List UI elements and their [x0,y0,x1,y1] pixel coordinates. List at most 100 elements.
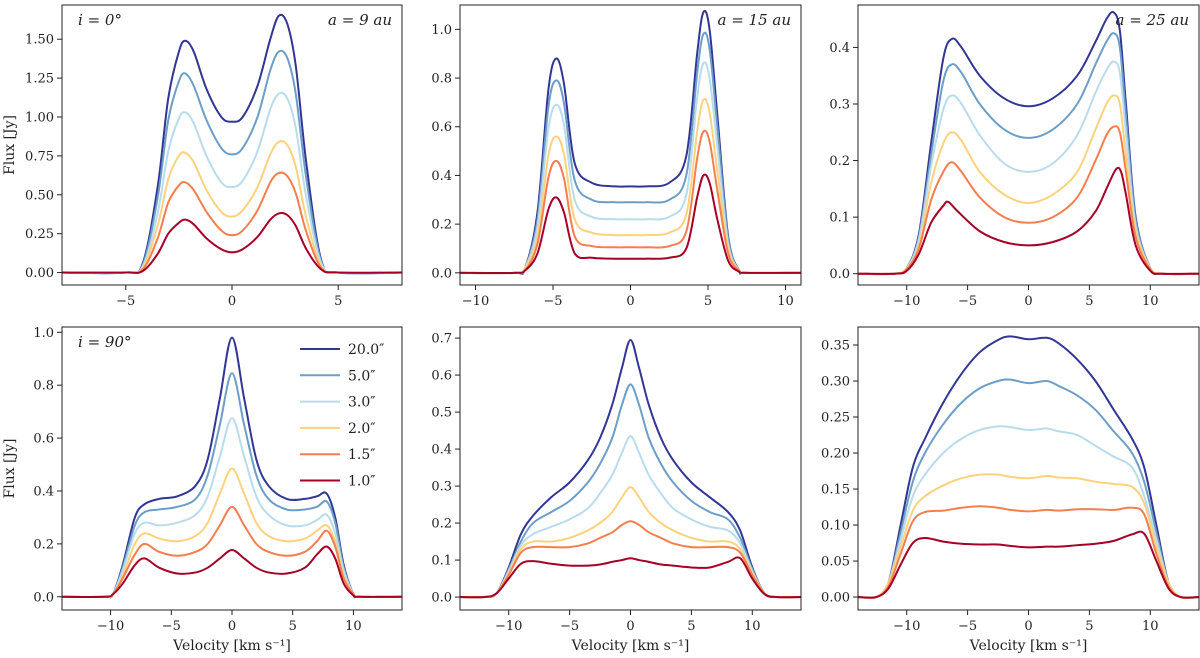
y-tick-label: 1.25 [25,72,54,87]
series-line-1.5 [62,505,402,598]
y-tick-label: 0.8 [33,379,54,394]
y-tick-label: 0.4 [829,41,850,56]
series-line-20.0 [62,13,402,275]
y-tick-label: 0.6 [431,120,452,135]
x-tick-label: 10 [744,619,761,634]
x-tick-label: −5 [543,294,562,309]
series-line-1.5 [460,129,801,275]
axes-frame [61,4,403,286]
y-tick-label: 1.0 [33,326,54,341]
series-line-3.0 [62,417,402,598]
series-line-5.0 [460,31,801,275]
legend-label: 5.0″ [348,368,376,384]
series-line-1.5 [62,171,402,274]
y-tick-label: 0.7 [431,332,452,347]
series-line-2.0 [62,140,402,275]
series-line-1.0 [62,545,402,598]
legend-label: 3.0″ [348,395,376,411]
series-line-2.0 [460,97,801,275]
x-tick-label: −5 [116,294,135,309]
y-tick-label: 0.75 [25,149,54,164]
panel-bottom-middle: −10 −5 0 5 10 0.0 0.1 0.2 0.3 0.4 0.5 0.6 0.7 Velocit… [431,326,802,654]
x-tick-label: −5 [958,294,977,309]
x-tick-label: 0 [1024,294,1032,309]
series-group [460,9,801,275]
x-tick-label: 0 [1024,619,1032,634]
y-tick-label: 0.4 [431,169,452,184]
series-line-1.0 [62,212,402,274]
y-tick-label: 0.6 [33,432,54,447]
y-tick-label: 0.30 [821,375,850,390]
y-tick-label: 1.50 [25,33,54,48]
axes-frame [857,4,1200,286]
x-tick-label: 10 [345,619,362,634]
x-tick-label: 5 [704,294,712,309]
y-tick-label: 0.3 [431,480,452,495]
y-tick-label: 0.0 [33,590,54,605]
y-tick-label: 0.4 [33,484,54,499]
x-tick-label: −10 [462,294,489,309]
y-tick-label: 0.00 [821,591,850,606]
y-tick-label: 1.00 [25,111,54,126]
legend-label: 2.0″ [348,421,376,437]
x-tick-label: 10 [777,294,794,309]
legend-label: 20.0″ [348,342,384,358]
series-line-2.0 [460,486,801,599]
series-group [460,338,801,599]
panel-bottom-left: −10 −5 0 5 10 0.0 0.2 0.4 0.6 0.8 1.0 Velocity [km … [2,326,403,654]
series-line-20.0 [858,10,1199,276]
series-line-1.5 [858,505,1199,599]
series-line-1.0 [460,556,801,599]
legend: 20.0″ 5.0″ 3.0″ 2.0″ 1.5″ 1.0″ [300,342,384,490]
y-tick-label: 0.0 [431,591,452,606]
x-tick-label: 5 [334,294,342,309]
x-axis-label: Velocity [km s⁻¹] [172,638,291,654]
x-tick-label: 5 [289,619,297,634]
y-tick-label: 0.3 [829,97,850,112]
y-axis-label: Flux [Jy] [2,115,18,175]
x-tick-label: 0 [626,294,634,309]
y-tick-label: 0.15 [821,483,850,498]
y-tick-label: 0.4 [431,443,452,458]
panel-top-left: −5 0 5 0.00 0.25 0.50 0.75 1.00 1.25 1.50 Flux [Jy… [2,4,403,309]
y-tick-label: 0.05 [821,555,850,570]
y-tick-label: 1.0 [431,23,452,38]
inclination-annotation: i = 0° [78,11,122,29]
series-line-1.0 [858,166,1199,275]
x-tick-label: 5 [1085,619,1093,634]
separation-annotation: a = 25 au [1115,11,1189,29]
series-line-20.0 [62,336,402,599]
panel-top-right: −10 −5 0 5 10 0.0 0.1 0.2 0.3 0.4 a = 25 au [829,4,1200,309]
y-tick-label: 0.2 [431,218,452,233]
separation-annotation: a = 9 au [328,11,392,29]
x-tick-label: 0 [228,294,236,309]
x-tick-label: 10 [1142,619,1159,634]
series-line-3.0 [62,91,402,275]
y-tick-label: 0.25 [25,227,54,242]
y-tick-label: 0.50 [25,188,54,203]
x-tick-label: −10 [495,619,522,634]
x-axis-label: Velocity [km s⁻¹] [571,638,690,654]
series-line-5.0 [858,32,1199,276]
series-line-5.0 [62,372,402,599]
x-tick-label: 10 [1142,294,1159,309]
series-line-3.0 [858,425,1199,600]
x-tick-label: 5 [1085,294,1093,309]
y-tick-label: 0.2 [431,517,452,532]
y-tick-label: 0.35 [821,339,850,354]
series-group [858,335,1199,600]
x-tick-label: −5 [958,619,977,634]
y-tick-label: 0.6 [431,369,452,384]
series-group [62,13,402,275]
x-tick-label: −10 [97,619,124,634]
y-tick-label: 0.10 [821,519,850,534]
separation-annotation: a = 15 au [717,11,791,29]
series-line-2.0 [858,94,1199,276]
series-line-20.0 [460,338,801,599]
series-line-3.0 [460,435,801,599]
series-line-1.5 [460,520,801,599]
x-tick-label: −10 [893,619,920,634]
x-tick-label: −5 [162,619,181,634]
x-axis-label: Velocity [km s⁻¹] [969,638,1088,654]
series-line-5.0 [62,49,402,275]
